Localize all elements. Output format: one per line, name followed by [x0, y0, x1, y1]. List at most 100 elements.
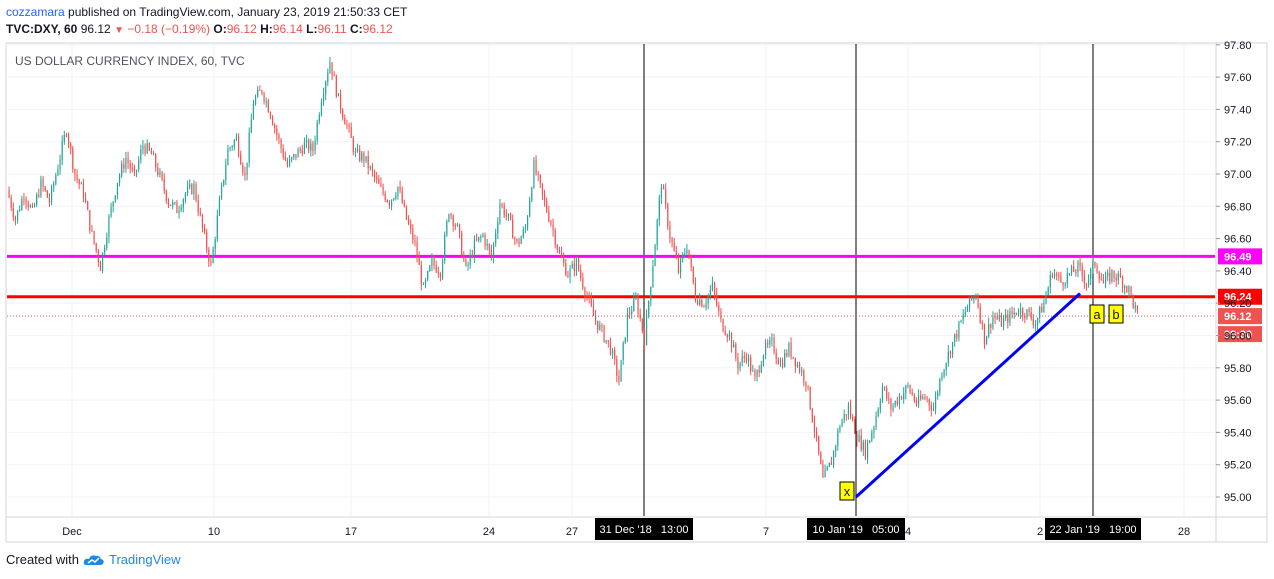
candle-body	[25, 199, 27, 204]
candle-body	[743, 356, 745, 358]
level-price-tag	[1218, 288, 1262, 305]
candle-body	[563, 257, 565, 263]
candle-body	[913, 394, 915, 401]
candle-body	[57, 169, 59, 176]
y-tick-label: 97.80	[1224, 40, 1252, 52]
pattern-markers[interactable]: x a b	[839, 304, 1124, 501]
x-tick-label: 10	[208, 526, 220, 538]
candle-body	[762, 355, 765, 365]
candle-body	[992, 316, 994, 328]
candle-body	[543, 194, 546, 201]
candle-body	[616, 359, 618, 376]
candle-body	[903, 393, 905, 400]
candle-body	[652, 266, 654, 287]
candle-body	[1130, 286, 1132, 295]
candle-body	[412, 228, 414, 241]
candle-body	[1096, 265, 1098, 273]
candle-body	[129, 163, 131, 169]
candle-body	[135, 169, 138, 171]
candle-body	[597, 320, 599, 330]
candle-body	[325, 81, 327, 95]
candle-body	[1079, 261, 1081, 267]
trendline[interactable]	[854, 292, 1082, 499]
low-label: L:	[306, 22, 318, 36]
y-tick-label: 95.40	[1224, 427, 1252, 439]
date-highlight-box	[595, 518, 693, 540]
candle-body	[265, 100, 267, 102]
candle-body	[365, 156, 367, 162]
candle-body	[879, 401, 881, 410]
candle-body	[760, 364, 762, 373]
candle-body	[990, 323, 992, 328]
candle-body	[495, 233, 497, 244]
candle-body	[873, 427, 875, 433]
chart-title: US DOLLAR CURRENCY INDEX, 60, TVC	[15, 54, 245, 68]
candle-body	[924, 397, 926, 399]
candle-body	[1070, 266, 1073, 274]
marker-b[interactable]	[1108, 304, 1124, 324]
candle-body	[235, 136, 238, 141]
candle-body	[994, 316, 996, 318]
candle-body	[1085, 283, 1088, 285]
level-price-tag	[1218, 248, 1262, 265]
created-with-text: Created with	[6, 552, 79, 567]
candle-body	[1058, 275, 1060, 277]
candle-body	[669, 226, 671, 239]
open-label: O:	[213, 22, 227, 36]
candle-body	[843, 414, 845, 421]
candle-body	[648, 301, 650, 315]
marker-x[interactable]	[839, 481, 855, 501]
vertical-date-lines[interactable]	[643, 44, 1094, 516]
candle-body	[1034, 324, 1037, 326]
candle-body	[637, 296, 639, 315]
candle-body	[399, 186, 401, 191]
candle-body	[694, 282, 697, 301]
time-axis[interactable]: Dec 10 17 24 27 7 4 2 28 31 Dec '18 13:00 10 Jan '…	[62, 518, 1190, 540]
candle-body	[716, 293, 718, 306]
candle-body	[108, 216, 110, 238]
candle-body	[416, 241, 418, 258]
candle-body	[70, 143, 72, 149]
candle-body	[282, 148, 284, 157]
marker-a[interactable]	[1089, 304, 1105, 324]
candle-body	[1090, 268, 1092, 280]
horizontal-levels[interactable]: 96.49 96.24 96.12 09:30	[7, 248, 1262, 343]
candle-body	[55, 175, 57, 184]
candle-body	[1043, 302, 1045, 313]
candle-body	[824, 469, 826, 478]
y-tick-label: 95.00	[1224, 492, 1252, 504]
candle-body	[788, 343, 790, 356]
candle-body	[507, 213, 510, 216]
publish-info: cozzamara published on TradingView.com, …	[6, 5, 407, 19]
candle-body	[161, 171, 163, 180]
candle-body	[947, 351, 949, 364]
candle-body	[998, 315, 1000, 320]
tradingview-brand[interactable]: TradingView	[108, 552, 181, 567]
candle-body	[917, 395, 920, 405]
price-axis[interactable]: 97.80 97.60 97.40 97.20 97.00 96.80 96.60 96.40…	[1216, 40, 1252, 504]
candle-body	[429, 265, 431, 272]
candle-body	[212, 248, 214, 263]
x-tick-label: Dec	[62, 526, 82, 538]
blue-trendline[interactable]	[854, 292, 1082, 499]
candle-body	[1117, 273, 1119, 281]
symbol-label[interactable]: TVC:DXY, 60	[6, 22, 78, 36]
candle-body	[191, 184, 193, 194]
candle-body	[764, 343, 767, 356]
author-link[interactable]: cozzamara	[6, 5, 65, 19]
candle-body	[966, 307, 969, 312]
candle-body	[526, 216, 529, 229]
candle-body	[586, 296, 588, 298]
candle-body	[535, 159, 537, 174]
candle-body	[335, 75, 337, 97]
candle-body	[739, 362, 741, 369]
candle-body	[263, 93, 265, 102]
candle-body	[97, 250, 99, 262]
candle-body	[203, 227, 206, 233]
candle-body	[441, 260, 444, 278]
candle-body	[344, 117, 346, 125]
candle-body	[407, 219, 410, 224]
candle-body	[50, 186, 53, 203]
y-tick-label: 97.00	[1224, 169, 1252, 181]
